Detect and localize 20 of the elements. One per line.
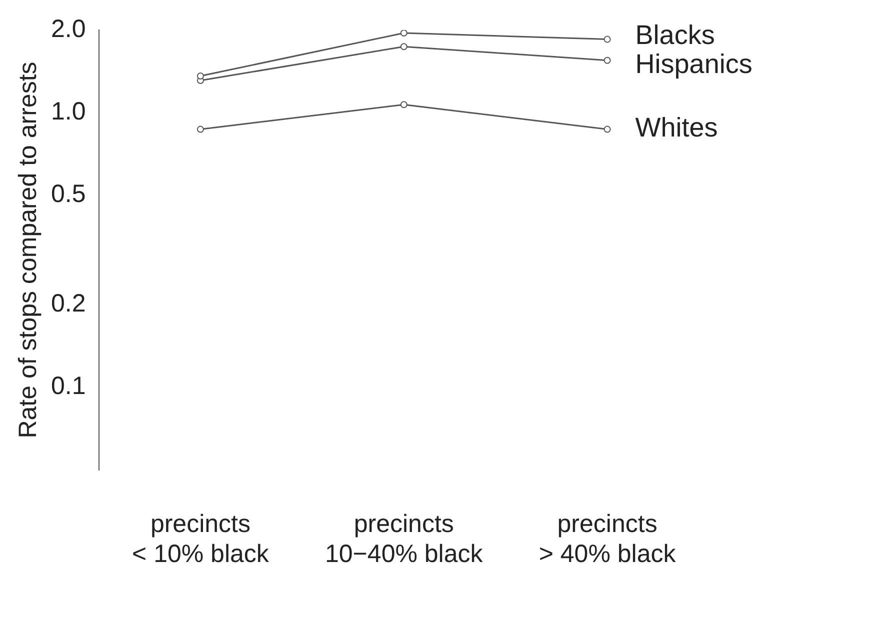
y-tick-label: 2.0 xyxy=(50,14,86,43)
series-label: Whites xyxy=(635,112,718,143)
y-tick-label: 0.5 xyxy=(50,180,86,208)
x-tick-label: precincts > 40% black xyxy=(538,510,676,568)
point xyxy=(196,126,204,133)
point xyxy=(400,43,408,50)
series-label: Hispanics xyxy=(635,48,752,79)
point xyxy=(196,72,204,80)
point xyxy=(604,56,611,64)
y-axis-title: Rate of stops compared to arrests xyxy=(14,62,42,438)
series-label: Blacks xyxy=(635,20,715,50)
point xyxy=(400,101,408,108)
y-tick-label: 0.2 xyxy=(50,290,86,318)
x-tick-label: precincts < 10% black xyxy=(132,510,270,568)
point xyxy=(604,126,611,133)
point xyxy=(400,30,408,37)
x-tick-label: precincts 10−40% black xyxy=(324,510,484,568)
y-tick-label: 0.1 xyxy=(50,372,86,400)
point xyxy=(604,36,611,43)
y-tick-label: 1.0 xyxy=(50,98,86,126)
